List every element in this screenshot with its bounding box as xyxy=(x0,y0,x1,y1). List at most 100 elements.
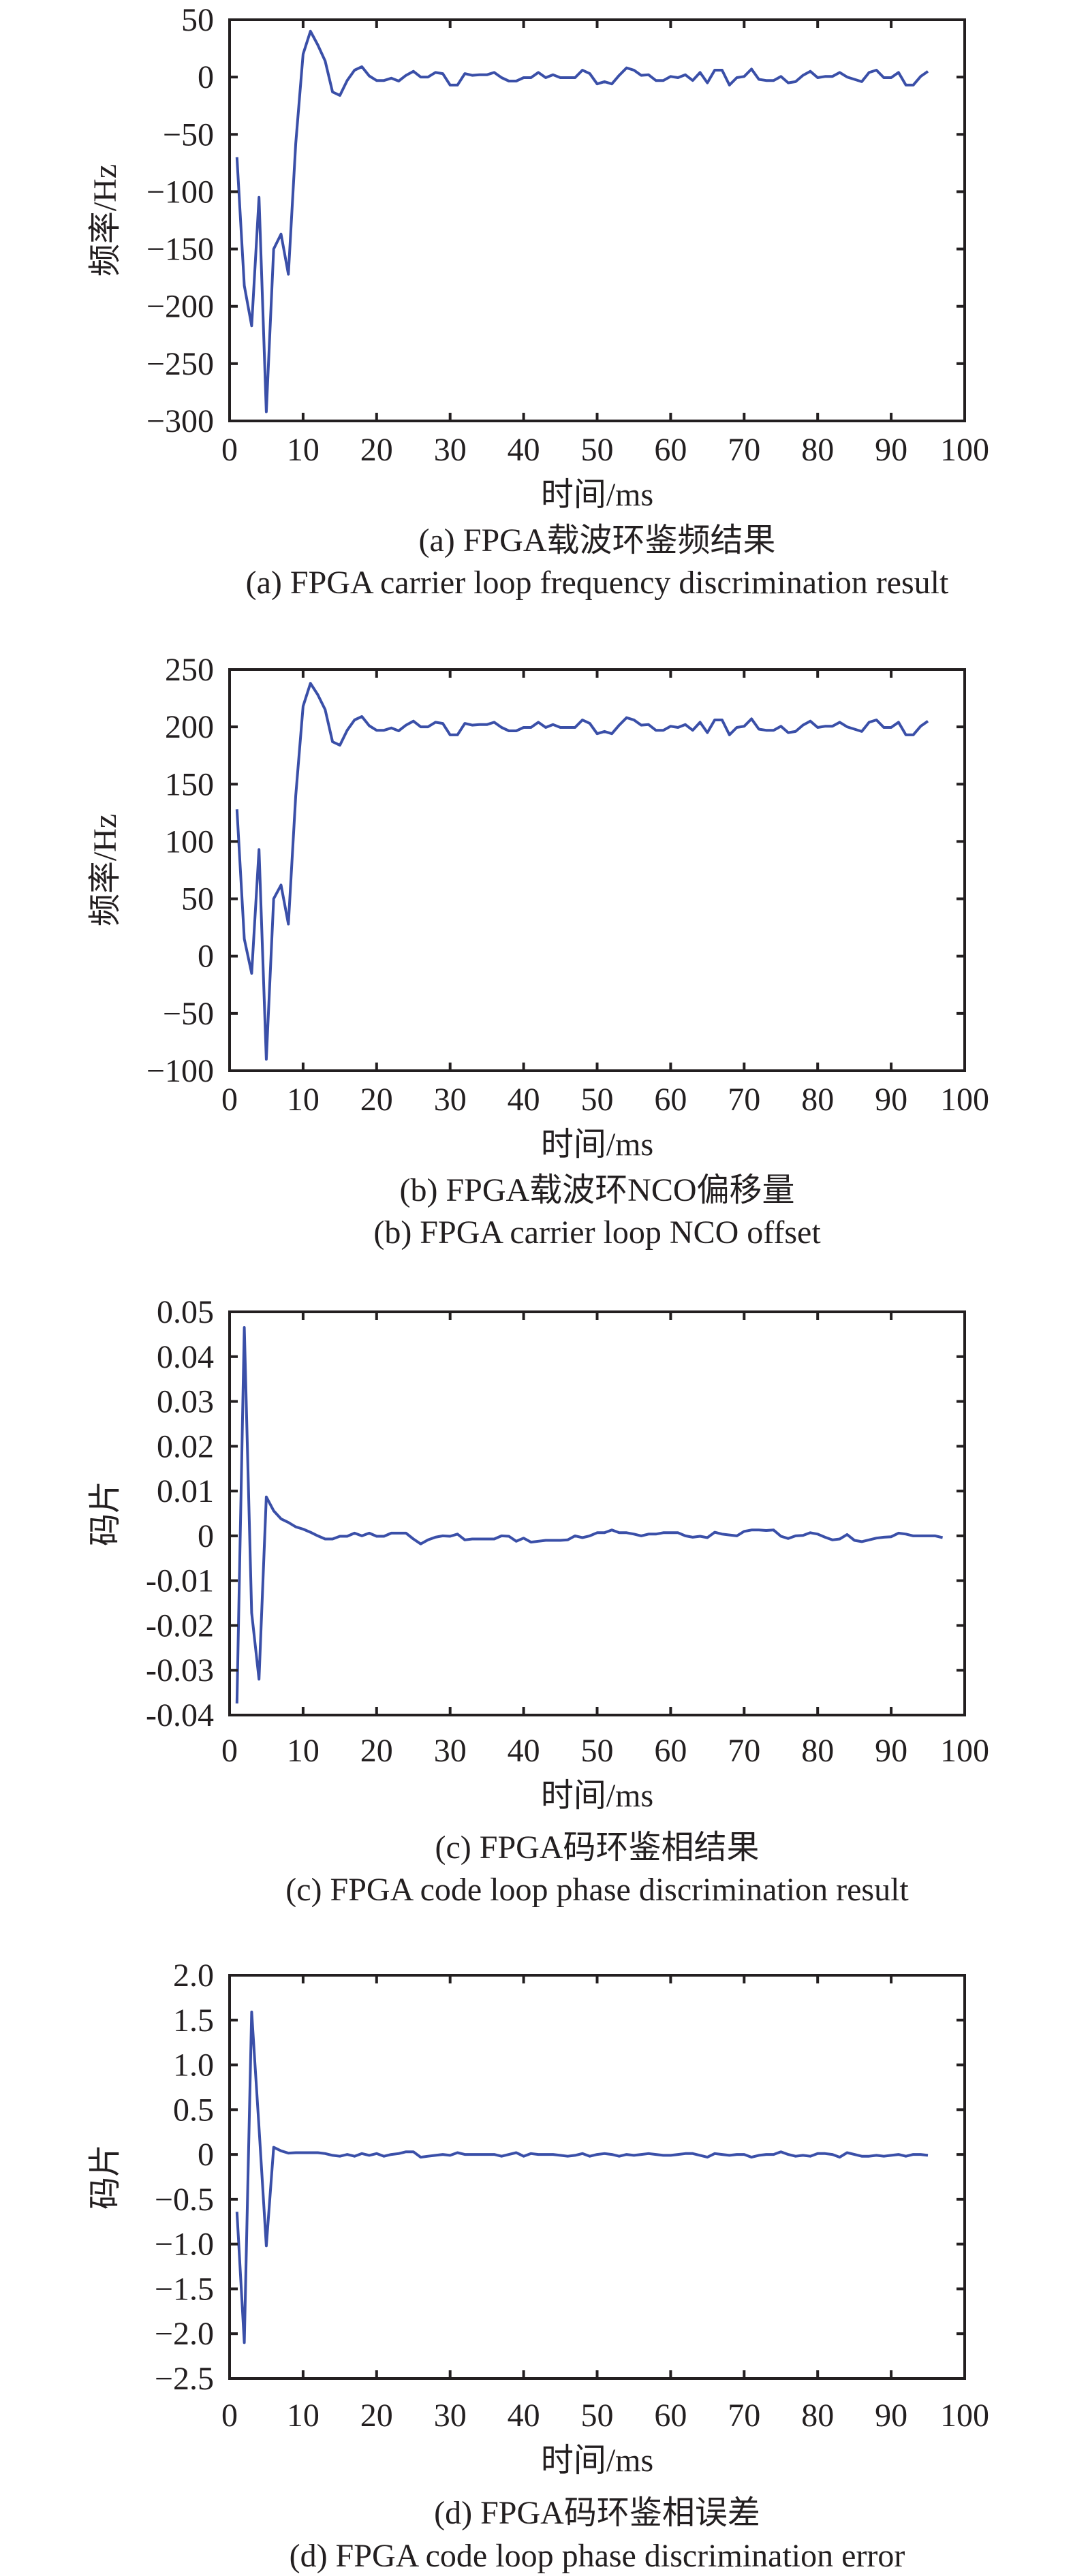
x-tick-label: 20 xyxy=(360,1733,393,1769)
chart-d: 0 10 20 30 40 50 60 70 80 90 100 2.0 1.5 1.0 0.5 0 −0.5 −… xyxy=(87,1958,989,2574)
y-tick-label: −1.5 xyxy=(155,2271,214,2307)
x-tick-label: 10 xyxy=(287,1082,320,1118)
y-tick-label: −250 xyxy=(146,346,214,382)
x-tick-label: 10 xyxy=(287,1733,320,1769)
x-tick-label: 60 xyxy=(654,432,687,468)
y-tick-label: 1.5 xyxy=(173,2002,214,2039)
x-tick-label: 0 xyxy=(221,1082,238,1118)
caption-english: (d) FPGA code loop phase discrimination … xyxy=(290,2538,905,2574)
x-tick-label: 80 xyxy=(801,1082,834,1118)
y-tick-label: 0 xyxy=(198,59,214,95)
y-tick-label: −300 xyxy=(146,403,214,439)
x-tick-label: 60 xyxy=(654,2398,687,2434)
x-tick-label: 0 xyxy=(221,1733,238,1769)
x-tick-label: 80 xyxy=(801,2398,834,2434)
data-line xyxy=(235,682,929,1061)
caption-english: (b) FPGA carrier loop NCO offset xyxy=(373,1214,821,1251)
x-tick-label: 10 xyxy=(287,2398,320,2434)
y-tick-label: 0.02 xyxy=(157,1428,214,1464)
y-tick-label: 0 xyxy=(198,1518,214,1554)
x-tick-label: 100 xyxy=(940,1733,989,1769)
y-tick-label: 0 xyxy=(198,2137,214,2173)
x-tick-label: 40 xyxy=(508,432,540,468)
x-tick-label: 40 xyxy=(508,1082,540,1118)
x-tick-label: 0 xyxy=(221,432,238,468)
y-axis-label: 频率/Hz xyxy=(87,164,123,277)
x-tick-label: 30 xyxy=(434,2398,467,2434)
x-tick-label: 100 xyxy=(940,2398,989,2434)
x-axis-label: 时间/ms xyxy=(541,2443,653,2479)
x-tick-label: 100 xyxy=(940,1082,989,1118)
y-tick-label: −100 xyxy=(146,1053,214,1089)
x-tick-label: 30 xyxy=(434,1082,467,1118)
chart-c: 0 10 20 30 40 50 60 70 80 90 100 0.05 0.04 0.03 0.02 0.… xyxy=(87,1294,989,1908)
x-tick-label: 50 xyxy=(581,1082,614,1118)
caption-chinese: (b) FPGA载波环NCO偏移量 xyxy=(399,1172,794,1208)
x-axis-label: 时间/ms xyxy=(541,1778,653,1814)
x-tick-label: 60 xyxy=(654,1082,687,1118)
x-axis-label: 时间/ms xyxy=(541,477,653,513)
x-tick-label: 50 xyxy=(581,432,614,468)
x-tick-label: 20 xyxy=(360,1082,393,1118)
y-tick-label: 0.05 xyxy=(157,1294,214,1330)
x-tick-label: 90 xyxy=(875,1082,907,1118)
y-axis-label: 码片 xyxy=(87,1481,123,1546)
y-axis-label: 频率/Hz xyxy=(87,814,123,926)
y-tick-label: −100 xyxy=(146,174,214,210)
chart-a: 0 10 20 30 40 50 60 70 80 90 100 50 0 −50 −100 −150 −200… xyxy=(87,2,989,601)
x-tick-label: 60 xyxy=(654,1733,687,1769)
x-tick-label: 70 xyxy=(728,1082,760,1118)
y-tick-label: 0.03 xyxy=(157,1384,214,1420)
data-line xyxy=(235,2010,929,2344)
y-tick-label: 50 xyxy=(181,2,214,38)
data-line xyxy=(235,1326,944,1703)
y-tick-label: −150 xyxy=(146,232,214,268)
caption-chinese: (a) FPGA载波环鉴频结果 xyxy=(419,522,776,559)
y-tick-label: −200 xyxy=(146,289,214,325)
y-tick-label: 50 xyxy=(181,881,214,917)
x-axis-label: 时间/ms xyxy=(541,1127,653,1163)
y-tick-label: 100 xyxy=(165,823,214,860)
x-tick-label: 70 xyxy=(728,2398,760,2434)
y-tick-label: −50 xyxy=(163,116,214,153)
y-tick-label: −0.5 xyxy=(155,2182,214,2218)
y-tick-label: 200 xyxy=(165,709,214,745)
chart-b: 0 10 20 30 40 50 60 70 80 90 100 250 200 150 100 50 0 −50… xyxy=(87,652,989,1251)
x-tick-label: 70 xyxy=(728,1733,760,1769)
x-tick-label: 90 xyxy=(875,2398,907,2434)
y-tick-label: -0.03 xyxy=(146,1652,214,1688)
x-tick-label: 90 xyxy=(875,432,907,468)
y-tick-label: -0.01 xyxy=(146,1563,214,1599)
y-tick-label: 0.01 xyxy=(157,1473,214,1509)
y-tick-label: 0 xyxy=(198,939,214,975)
x-tick-label: 20 xyxy=(360,2398,393,2434)
y-tick-label: −50 xyxy=(163,996,214,1032)
caption-chinese: (d) FPGA码环鉴相误差 xyxy=(434,2495,760,2531)
y-tick-label: 0.04 xyxy=(157,1339,214,1375)
x-tick-label: 80 xyxy=(801,432,834,468)
x-tick-label: 0 xyxy=(221,2398,238,2434)
x-tick-label: 30 xyxy=(434,1733,467,1769)
x-tick-label: 40 xyxy=(508,2398,540,2434)
x-tick-label: 50 xyxy=(581,2398,614,2434)
y-tick-label: -0.02 xyxy=(146,1607,214,1644)
data-line xyxy=(235,29,929,413)
x-tick-label: 20 xyxy=(360,432,393,468)
y-tick-label: 150 xyxy=(165,766,214,802)
axes-frame xyxy=(228,1310,966,1716)
x-tick-label: 40 xyxy=(508,1733,540,1769)
caption-chinese: (c) FPGA码环鉴相结果 xyxy=(435,1829,760,1866)
x-tick-label: 70 xyxy=(728,432,760,468)
x-tick-label: 100 xyxy=(940,432,989,468)
x-tick-label: 90 xyxy=(875,1733,907,1769)
y-tick-label: -0.04 xyxy=(146,1697,214,1733)
caption-english: (c) FPGA code loop phase discrimination … xyxy=(285,1872,909,1908)
x-tick-label: 30 xyxy=(434,432,467,468)
x-tick-label: 50 xyxy=(581,1733,614,1769)
x-tick-label: 10 xyxy=(287,432,320,468)
y-tick-label: −1.0 xyxy=(155,2227,214,2263)
x-tick-label: 80 xyxy=(801,1733,834,1769)
y-tick-label: 0.5 xyxy=(173,2092,214,2128)
y-tick-label: −2.5 xyxy=(155,2361,214,2397)
